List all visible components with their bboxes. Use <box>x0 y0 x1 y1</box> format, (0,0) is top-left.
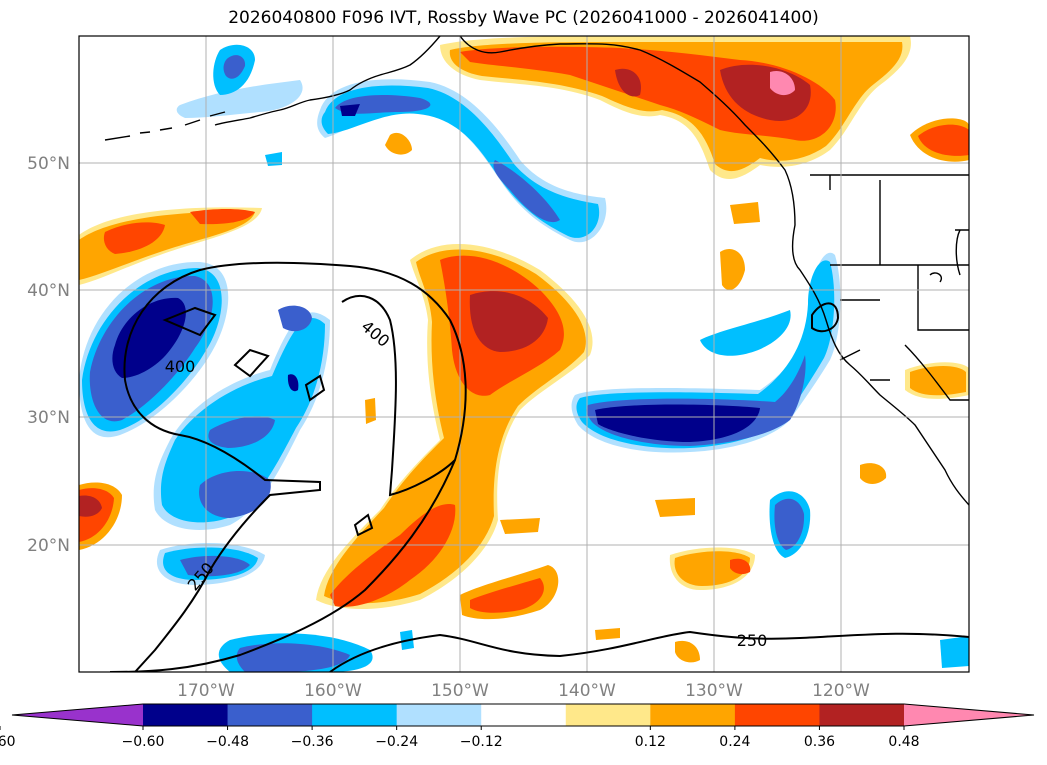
colorbar-tick-label: −0.36 <box>291 734 334 750</box>
coastlines <box>104 36 969 506</box>
colorbar-segment <box>227 704 313 726</box>
contour-small-4 <box>811 302 840 333</box>
colorbar-tick-label: 0.48 <box>888 734 919 750</box>
lat-label-20n: 20°N <box>27 536 70 556</box>
map-frame <box>78 35 970 673</box>
lat-label-30n: 30°N <box>27 408 70 428</box>
contour-small-2 <box>304 374 326 402</box>
positive-anomaly-east <box>385 132 969 663</box>
lon-label-140w: 140°W <box>558 681 616 701</box>
ivt-contours <box>109 261 969 672</box>
lon-label-150w: 150°W <box>431 681 489 701</box>
colorbar: −0.60 −0.48 −0.36 −0.24 −0.12 0.12 0.24 0.36 0.4… <box>0 703 1035 750</box>
lon-label-120w: 120°W <box>812 681 870 701</box>
colorbar-tick-label: −0.48 <box>206 734 249 750</box>
lon-label-170w: 170°W <box>177 681 235 701</box>
colorbar-tick-label: 0.36 <box>804 734 835 750</box>
positive-anomaly-northeast <box>440 36 969 290</box>
lon-label-130w: 130°W <box>685 681 743 701</box>
colorbar-segment <box>734 704 820 726</box>
contour-label-400-west: 400 <box>165 357 196 376</box>
lat-label-40n: 40°N <box>27 281 70 301</box>
colorbar-extend-low <box>12 704 143 726</box>
contour-250 <box>329 630 969 672</box>
negative-anomaly-east <box>571 252 969 668</box>
positive-anomaly-central-band <box>316 243 593 620</box>
colorbar-segment <box>312 704 398 726</box>
longitude-labels: 170°W 160°W 150°W 140°W 130°W 120°W <box>177 681 870 701</box>
map-field <box>79 36 969 672</box>
colorbar-tick-label: 0.60 <box>0 734 16 750</box>
colorbar-tick-label: −0.60 <box>122 734 165 750</box>
colorbar-segment <box>481 704 567 726</box>
contour-label-400-east: 400 <box>358 317 394 351</box>
lat-label-50n: 50°N <box>27 154 70 174</box>
colorbar-segment <box>143 704 229 726</box>
colorbar-segment <box>565 704 651 726</box>
map-title: 2026040800 F096 IVT, Rossby Wave PC (202… <box>228 8 819 28</box>
negative-anomaly-central-band <box>153 305 330 530</box>
colorbar-tick-label: 0.12 <box>635 734 666 750</box>
contour-400-west <box>109 261 467 672</box>
colorbar-tick-label: −0.24 <box>375 734 418 750</box>
colorbar-segment <box>396 704 482 726</box>
negative-anomaly-south <box>156 543 414 672</box>
colorbar-tick-label: −0.12 <box>460 734 503 750</box>
colorbar-segment <box>650 704 736 726</box>
contour-small-3 <box>353 513 374 537</box>
colorbar-tick-label: 0.24 <box>719 734 750 750</box>
contour-400-east <box>341 295 456 497</box>
colorbar-extend-high <box>904 704 1034 726</box>
latitude-labels: 50°N 40°N 30°N 20°N <box>27 154 70 556</box>
colorbar-segment <box>819 704 905 726</box>
positive-anomaly-west <box>79 207 262 550</box>
negative-anomaly-north-arc <box>176 44 607 243</box>
contour-label-250-east: 250 <box>737 631 768 650</box>
contour-small-1 <box>233 348 270 378</box>
lon-label-160w: 160°W <box>304 681 362 701</box>
contour-small-5 <box>162 306 217 337</box>
contour-400-inner <box>124 379 321 672</box>
